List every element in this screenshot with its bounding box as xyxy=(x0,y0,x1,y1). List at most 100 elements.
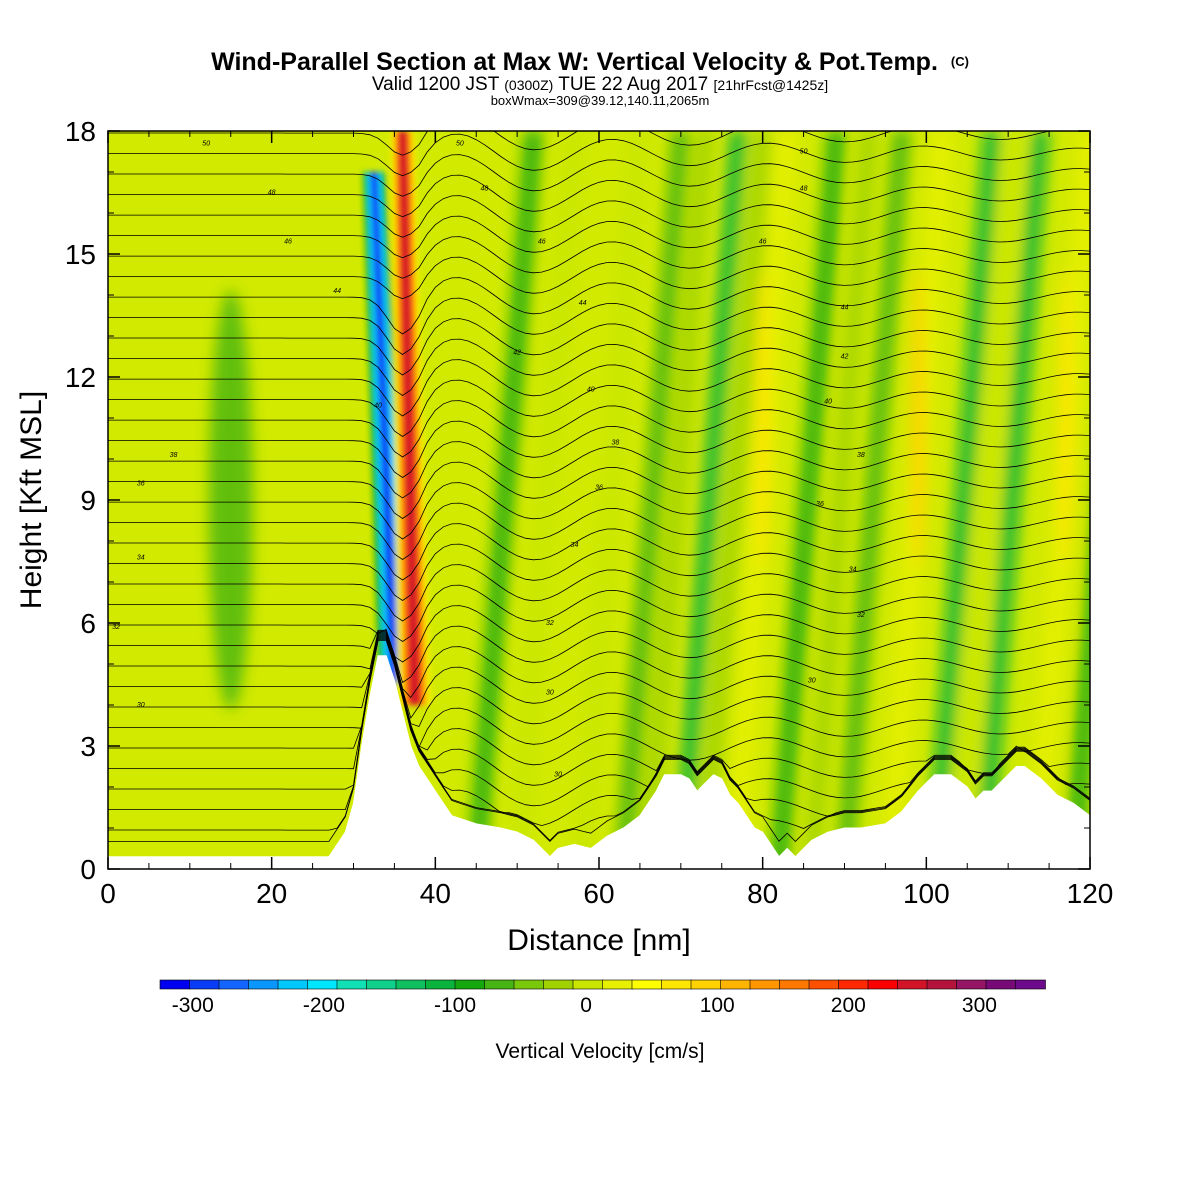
chart-title-main: Wind-Parallel Section at Max W: Vertical… xyxy=(211,48,938,76)
theta-contour-label: 38 xyxy=(170,452,178,459)
colorbar-swatch xyxy=(631,979,663,990)
theta-contour-label: 40 xyxy=(587,386,595,393)
colorbar-swatch xyxy=(277,979,309,990)
y-axis-label: Height [Kft MSL] xyxy=(15,391,48,609)
theta-contour-label: 44 xyxy=(579,300,587,307)
colorbar-swatch xyxy=(602,979,633,990)
weak-w-band xyxy=(467,131,543,869)
x-tick-label: 40 xyxy=(420,878,451,909)
chart-title-mark: (C) xyxy=(951,54,969,69)
colorbar-swatch xyxy=(189,979,220,990)
colorbar-swatch xyxy=(720,979,751,990)
theta-contour-line xyxy=(108,379,1090,437)
weak-w-band xyxy=(614,131,690,869)
theta-contour-line xyxy=(108,639,1090,841)
subtitle-fcst: [21hrFcst@1425z] xyxy=(714,77,829,93)
theta-contour-line xyxy=(108,236,1090,279)
theta-contour-line xyxy=(108,400,1090,458)
colorbar-swatch xyxy=(395,979,427,990)
theta-contour-line xyxy=(108,631,1090,719)
colorbar-swatch xyxy=(425,979,456,990)
colorbar-swatch xyxy=(661,979,692,990)
theta-contour-label: 30 xyxy=(137,702,145,709)
weak-downdraft-area xyxy=(208,290,253,710)
theta-contour-label: 30 xyxy=(808,677,816,684)
chart-title: Wind-Parallel Section at Max W: Vertical… xyxy=(211,48,969,76)
theta-contour-label: 44 xyxy=(333,288,341,295)
theta-contour-line xyxy=(108,482,1090,540)
theta-contour-line xyxy=(108,131,1052,156)
weak-w-band xyxy=(770,131,846,869)
theta-contour-line xyxy=(108,564,1090,622)
colorbar-swatch xyxy=(572,979,604,990)
theta-contour-label: 42 xyxy=(841,354,849,361)
y-tick-label: 18 xyxy=(65,116,96,147)
colorbar-swatch xyxy=(808,979,840,990)
colorbar-tick-label: -200 xyxy=(303,994,345,1017)
field-soft-layer xyxy=(208,131,1090,869)
theta-contour-line xyxy=(108,215,1090,259)
weak-w-band xyxy=(974,131,1050,869)
theta-contour-line xyxy=(108,277,1090,335)
updraft-core xyxy=(398,131,420,705)
theta-contour-label: 38 xyxy=(857,452,865,459)
x-tick-label: 80 xyxy=(747,878,778,909)
theta-contour-label: 36 xyxy=(595,485,603,492)
y-tick-label: 3 xyxy=(80,731,96,762)
colorbar-swatch xyxy=(867,979,899,990)
theta-contour-label: 32 xyxy=(857,612,865,619)
colorbar: -300 -200 -100 0 100 200 300 xyxy=(159,979,1046,1017)
colorbar-swatch xyxy=(159,979,191,990)
colorbar-swatch xyxy=(926,979,958,990)
theta-contour-label: 36 xyxy=(816,501,824,508)
theta-contour-label: 34 xyxy=(571,542,579,549)
theta-contour-label: 36 xyxy=(137,481,145,488)
colorbar-swatch xyxy=(749,979,781,990)
theta-contour-label: 46 xyxy=(284,239,292,246)
theta-contour-line xyxy=(108,605,1090,663)
theta-contour-line xyxy=(108,638,1090,827)
theta-contour-label: 32 xyxy=(546,620,554,627)
colorbar-tick-label: -300 xyxy=(172,994,214,1017)
theta-contour-line xyxy=(108,523,1090,581)
theta-contour-line xyxy=(108,441,1090,499)
theta-contour-label: 30 xyxy=(546,690,554,697)
colorbar-tick-label: -100 xyxy=(434,994,476,1017)
theta-contour-line xyxy=(108,634,1090,749)
theta-contour-line xyxy=(108,420,1090,478)
theta-contour-line xyxy=(108,318,1090,376)
theta-contour-label: 48 xyxy=(268,190,276,197)
y-tick-label: 9 xyxy=(80,485,96,516)
theta-contour-line xyxy=(108,584,1090,642)
colorbar-swatch xyxy=(218,979,250,990)
theta-contour-label: 42 xyxy=(513,349,521,356)
updraft-band-core xyxy=(911,268,926,568)
colorbar-swatch xyxy=(897,979,928,990)
x-tick-label: 60 xyxy=(583,878,614,909)
weak-w-band xyxy=(671,131,748,869)
theta-contours: 30 32 34 36 38 40 44 46 48 50 30 30 32 34 36 38 40 42 44 46… xyxy=(108,131,1090,842)
colorbar-swatch xyxy=(1015,979,1046,990)
x-tick-label: 0 xyxy=(100,878,116,909)
theta-contour-label: 38 xyxy=(611,440,619,447)
weak-w-band xyxy=(925,131,1001,869)
theta-contour-line xyxy=(108,461,1090,519)
colorbar-swatch xyxy=(985,979,1017,990)
colorbar-swatch xyxy=(543,979,574,990)
theta-contour-label: 32 xyxy=(112,624,120,631)
subtitle-valid: Valid 1200 JST xyxy=(372,74,500,95)
y-tick-label: 0 xyxy=(80,854,96,885)
theta-contour-line xyxy=(108,174,1090,218)
terrain-shape xyxy=(108,655,1090,869)
theta-contour-label: 48 xyxy=(481,185,489,192)
theta-contour-label: 50 xyxy=(456,140,464,147)
colorbar-swatch xyxy=(484,979,515,990)
theta-contour-line xyxy=(108,256,1090,300)
y-tick-label: 12 xyxy=(65,362,96,393)
theta-contour-line xyxy=(108,195,1090,238)
theta-contour-line xyxy=(108,636,1090,786)
colorbar-tick-label: 100 xyxy=(700,994,735,1017)
colorbar-swatch xyxy=(454,979,486,990)
